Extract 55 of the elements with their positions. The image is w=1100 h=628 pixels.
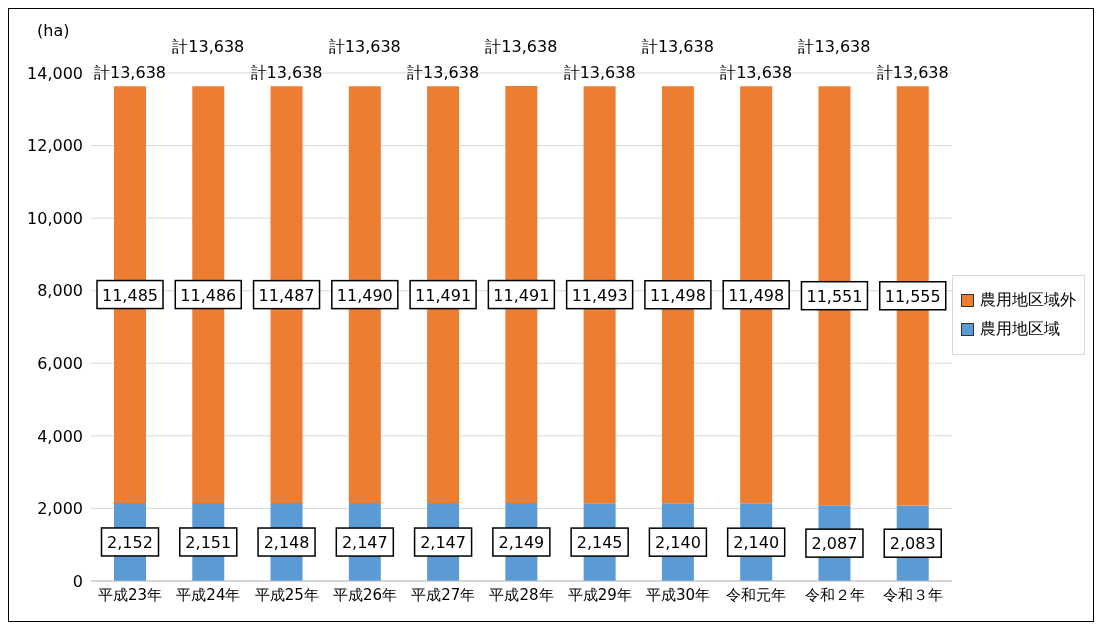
y-axis-title: (ha) [37, 21, 70, 40]
x-tick-label: 平成23年 [98, 585, 163, 604]
y-tick-label: 10,000 [27, 208, 83, 228]
x-tick-label: 平成29年 [567, 585, 632, 604]
total-label: 計13,638 [94, 63, 166, 83]
x-tick-label: 令和元年 [726, 585, 787, 604]
x-tick-label: 平成27年 [411, 585, 476, 604]
data-label: 11,491 [493, 285, 550, 305]
data-label: 2,087 [811, 534, 858, 554]
y-tick-label: 0 [72, 571, 83, 591]
y-tick-label: 8,000 [37, 281, 83, 301]
total-label: 計13,638 [641, 37, 714, 57]
y-tick-label: 14,000 [27, 63, 83, 83]
total-label: 計13,638 [407, 63, 480, 83]
data-label: 11,555 [884, 286, 941, 306]
data-label: 11,498 [649, 285, 706, 305]
data-label: 2,149 [498, 533, 545, 553]
data-label: 2,151 [185, 532, 232, 552]
y-tick-label: 6,000 [37, 353, 83, 373]
y-tick-label: 2,000 [37, 499, 83, 519]
data-label: 2,147 [420, 533, 466, 553]
total-label: 計13,638 [798, 37, 871, 57]
data-label: 2,140 [733, 533, 780, 553]
x-tick-label: 平成25年 [254, 585, 319, 604]
legend-label: 農用地区域外 [979, 290, 1076, 311]
x-tick-label: 平成30年 [646, 585, 711, 604]
total-label: 計13,638 [720, 63, 793, 83]
total-label: 計13,638 [876, 63, 949, 83]
data-label: 11,551 [806, 286, 863, 306]
data-label: 2,145 [576, 533, 623, 553]
total-label: 計13,638 [485, 37, 558, 57]
y-tick-label: 4,000 [37, 426, 83, 446]
data-label: 2,147 [341, 533, 388, 553]
data-label: 11,491 [415, 285, 472, 305]
x-tick-label: 令和２年 [804, 585, 865, 604]
data-label: 2,083 [889, 534, 936, 554]
x-tick-label: 平成28年 [489, 585, 554, 604]
data-label: 2,140 [655, 533, 701, 553]
x-tick-label: 平成24年 [176, 585, 241, 604]
data-label: 11,487 [258, 285, 315, 305]
data-label: 11,493 [571, 285, 628, 305]
total-label: 計13,638 [563, 63, 636, 83]
total-label: 計13,638 [250, 63, 323, 83]
total-label: 計13,638 [172, 37, 245, 57]
data-label: 11,498 [728, 285, 785, 305]
data-label: 2,148 [263, 533, 310, 553]
x-tick-label: 平成26年 [332, 585, 397, 604]
data-label: 11,490 [336, 285, 393, 305]
total-label: 計13,638 [328, 37, 401, 57]
legend-label: 農用地区域 [979, 319, 1061, 340]
data-label: 11,486 [180, 285, 237, 305]
data-label: 2,152 [107, 532, 153, 552]
x-tick-label: 令和３年 [882, 585, 943, 604]
data-label: 11,485 [102, 285, 158, 305]
y-tick-label: 12,000 [27, 136, 83, 156]
